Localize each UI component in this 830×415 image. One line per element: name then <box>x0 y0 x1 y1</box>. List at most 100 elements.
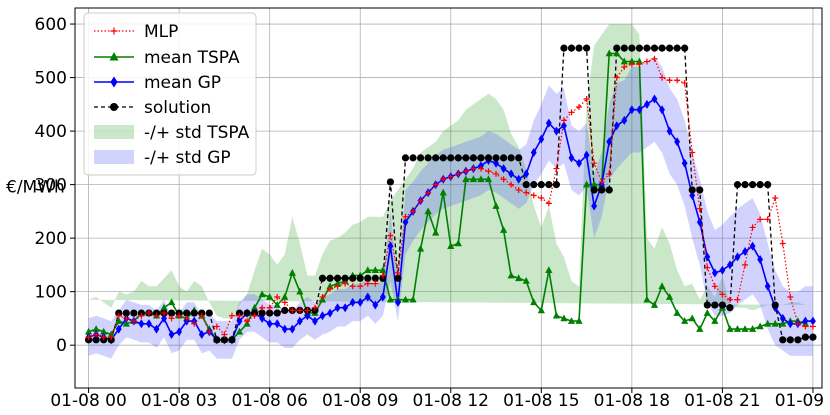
marker-solution <box>688 186 696 194</box>
marker-mlp <box>387 232 394 239</box>
marker-mlp <box>613 74 620 81</box>
marker-mlp <box>402 213 409 220</box>
marker-mlp <box>266 304 273 311</box>
marker-gp <box>666 126 673 136</box>
marker-solution <box>582 44 591 52</box>
marker-mlp <box>681 79 688 86</box>
marker-gp <box>727 260 733 270</box>
marker-gp <box>281 324 288 334</box>
marker-mlp <box>591 160 598 167</box>
marker-solution <box>665 44 674 52</box>
marker-gp <box>395 297 401 307</box>
marker-solution <box>605 186 613 194</box>
marker-mlp <box>779 240 786 247</box>
marker-tspa <box>462 175 470 183</box>
marker-gp <box>606 137 613 147</box>
marker-mlp <box>643 58 650 65</box>
x-tick-label: 01-08 12 <box>413 391 489 411</box>
marker-solution <box>507 154 515 162</box>
marker-mlp <box>598 178 605 185</box>
marker-gp <box>236 316 243 326</box>
legend-label: -/+ std TSPA <box>144 123 250 143</box>
marker-solution <box>401 154 410 162</box>
marker-solution <box>333 274 342 282</box>
marker-solution <box>620 44 628 52</box>
legend-marker-gp <box>110 76 118 88</box>
marker-tspa <box>484 175 493 183</box>
marker-mlp <box>176 312 183 319</box>
marker-gp <box>357 297 364 307</box>
legend: MLP mean TSPA mean GP solution -/+ std TSPA -… <box>83 12 257 176</box>
marker-solution <box>492 154 500 162</box>
marker-tspa <box>771 319 779 327</box>
marker-solution <box>356 274 364 282</box>
marker-tspa <box>665 293 674 300</box>
marker-solution <box>424 154 432 162</box>
legend-label: MLP <box>144 22 178 42</box>
marker-gp <box>621 115 628 125</box>
marker-solution <box>499 154 508 162</box>
marker-solution <box>484 154 493 162</box>
marker-solution <box>635 44 644 52</box>
marker-solution <box>394 274 402 282</box>
marker-solution <box>439 154 447 162</box>
marker-mlp <box>251 312 258 319</box>
marker-mlp <box>394 269 401 276</box>
marker-mlp <box>228 312 235 319</box>
y-tick-label: 500 <box>35 69 67 89</box>
marker-tspa <box>235 327 244 335</box>
marker-gp <box>636 105 643 115</box>
marker-solution <box>598 186 606 194</box>
marker-tspa <box>401 295 410 303</box>
std-bands <box>88 24 813 359</box>
marker-gp <box>757 255 764 265</box>
marker-mlp <box>794 320 801 327</box>
legend-swatch-gp-band <box>94 150 134 164</box>
marker-gp <box>628 105 635 115</box>
marker-gp <box>138 319 145 329</box>
marker-gp <box>561 121 567 131</box>
marker-mlp <box>508 181 515 188</box>
marker-mlp <box>757 216 764 223</box>
marker-mlp <box>161 310 168 317</box>
marker-mlp <box>583 95 590 102</box>
marker-gp <box>274 319 281 329</box>
marker-gp <box>538 134 545 144</box>
marker-tspa <box>386 295 394 303</box>
marker-mlp <box>530 192 537 199</box>
marker-gp <box>734 252 741 262</box>
marker-solution <box>771 301 779 309</box>
marker-tspa <box>605 49 613 57</box>
marker-solution <box>590 186 598 194</box>
marker-mlp <box>425 189 432 196</box>
marker-gp <box>327 308 333 318</box>
marker-tspa <box>567 317 576 324</box>
marker-solution <box>515 154 523 162</box>
marker-gp <box>583 150 590 160</box>
marker-mlp <box>477 165 484 172</box>
marker-mlp <box>417 197 424 204</box>
marker-tspa <box>364 266 372 274</box>
marker-mlp <box>342 280 349 287</box>
std-band-tspa <box>88 24 806 319</box>
marker-mlp <box>764 216 771 223</box>
marker-solution <box>213 336 221 344</box>
marker-mlp <box>410 208 417 215</box>
marker-mlp <box>485 168 492 175</box>
marker-mlp <box>749 224 756 231</box>
marker-mlp <box>130 318 137 325</box>
marker-solution <box>718 301 727 309</box>
marker-mlp <box>93 331 100 338</box>
marker-gp <box>312 316 318 326</box>
marker-gp <box>696 217 703 227</box>
marker-solution <box>779 336 787 344</box>
x-tick-label: 01-08 06 <box>231 391 307 411</box>
marker-solution <box>326 274 334 282</box>
marker-tspa <box>613 49 621 57</box>
marker-mlp <box>659 74 666 81</box>
x-tick-label: 01-08 21 <box>684 391 760 411</box>
marker-gp <box>161 313 167 323</box>
marker-solution <box>432 154 440 162</box>
marker-solution <box>726 304 734 312</box>
marker-tspa <box>703 309 711 316</box>
